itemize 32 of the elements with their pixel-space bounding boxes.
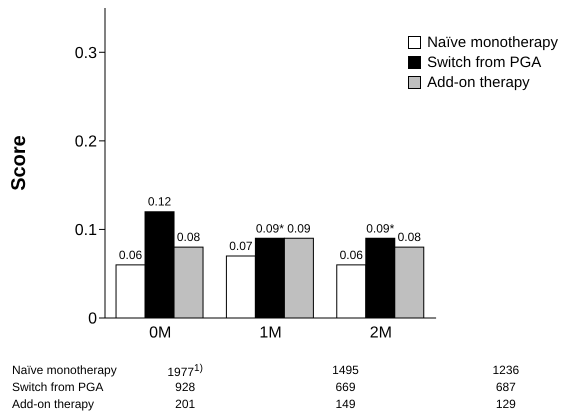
text: 1236 bbox=[492, 363, 520, 377]
x-tick-label: 0M bbox=[149, 324, 172, 342]
data-label: 0.08 bbox=[398, 230, 422, 244]
text: Add-on therapy bbox=[12, 397, 94, 411]
y-axis-title: Score bbox=[8, 135, 30, 191]
text: 928 bbox=[175, 380, 196, 394]
data-label: 0.09 bbox=[287, 221, 311, 236]
text: Switch from PGA bbox=[12, 380, 104, 394]
data-label: 0.07 bbox=[229, 239, 253, 253]
text: 149 bbox=[335, 397, 356, 411]
text: 201 bbox=[175, 397, 196, 411]
text: 1495 bbox=[332, 363, 359, 377]
text: 129 bbox=[496, 397, 516, 411]
y-tick-label: 0.2 bbox=[74, 134, 98, 151]
data-label: 0.06 bbox=[118, 248, 143, 262]
text: Naïve monotherapy bbox=[12, 363, 117, 377]
x-tick-label: 1M bbox=[259, 324, 282, 342]
text: 669 bbox=[335, 380, 356, 394]
legend-label: Add-on therapy bbox=[427, 74, 530, 91]
data-label: 0.08 bbox=[176, 230, 201, 244]
text: 687 bbox=[496, 380, 516, 394]
y-tick-label: 0.1 bbox=[74, 222, 98, 240]
text: 1977$^{1)}$ bbox=[167, 363, 203, 379]
data-label: 0.06 bbox=[340, 248, 364, 262]
data-label: 0.09* bbox=[256, 221, 284, 236]
legend-label: Switch from PGA bbox=[427, 54, 542, 71]
x-tick-label: 2M bbox=[370, 324, 392, 342]
data-label: 0.09* bbox=[366, 221, 395, 236]
legend-label: Naïve monotherapy bbox=[427, 34, 558, 51]
y-tick-label: 0.3 bbox=[74, 44, 98, 62]
y-tick-label: 0 bbox=[88, 310, 98, 328]
data-label: 0.12 bbox=[148, 194, 172, 209]
